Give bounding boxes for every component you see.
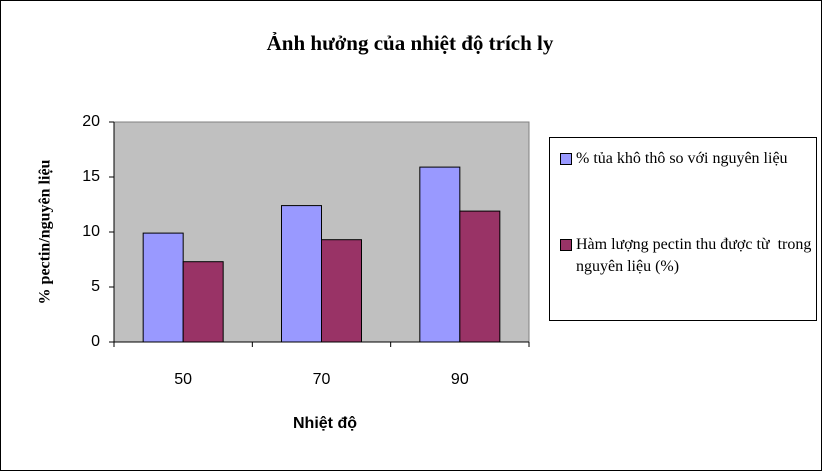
legend-swatch xyxy=(560,239,572,251)
legend-entry: Hàm lượng pectin thu được từ trong nguyê… xyxy=(560,234,822,278)
legend-entry: % tủa khô thô so với nguyên liệu xyxy=(560,148,822,170)
bar xyxy=(142,232,184,343)
x-tick-label: 90 xyxy=(451,371,469,388)
y-axis-label: % pectin/nguyên liệu xyxy=(37,159,54,304)
legend-label: Hàm lượng pectin thu được từ trong nguyê… xyxy=(576,236,816,275)
y-tick-label: 20 xyxy=(82,113,100,130)
x-tick-label: 50 xyxy=(174,371,192,388)
bar xyxy=(281,205,322,343)
chart-title: Ảnh hưởng của nhiệt độ trích ly xyxy=(267,31,554,55)
legend-swatch xyxy=(560,153,572,165)
legend: % tủa khô thô so với nguyên liệu Hàm lượn… xyxy=(549,137,817,321)
y-tick-label: 5 xyxy=(91,278,100,295)
x-tick-label: 70 xyxy=(313,371,331,388)
bar xyxy=(419,166,461,343)
bar xyxy=(459,210,501,343)
bar xyxy=(321,239,362,343)
y-tick-label: 15 xyxy=(82,168,100,185)
legend-label: % tủa khô thô so với nguyên liệu xyxy=(576,150,788,167)
y-tick-label: 10 xyxy=(82,223,100,240)
x-axis-label: Nhiệt độ xyxy=(293,415,357,432)
y-tick-label: 0 xyxy=(91,333,100,350)
bar xyxy=(182,261,224,343)
